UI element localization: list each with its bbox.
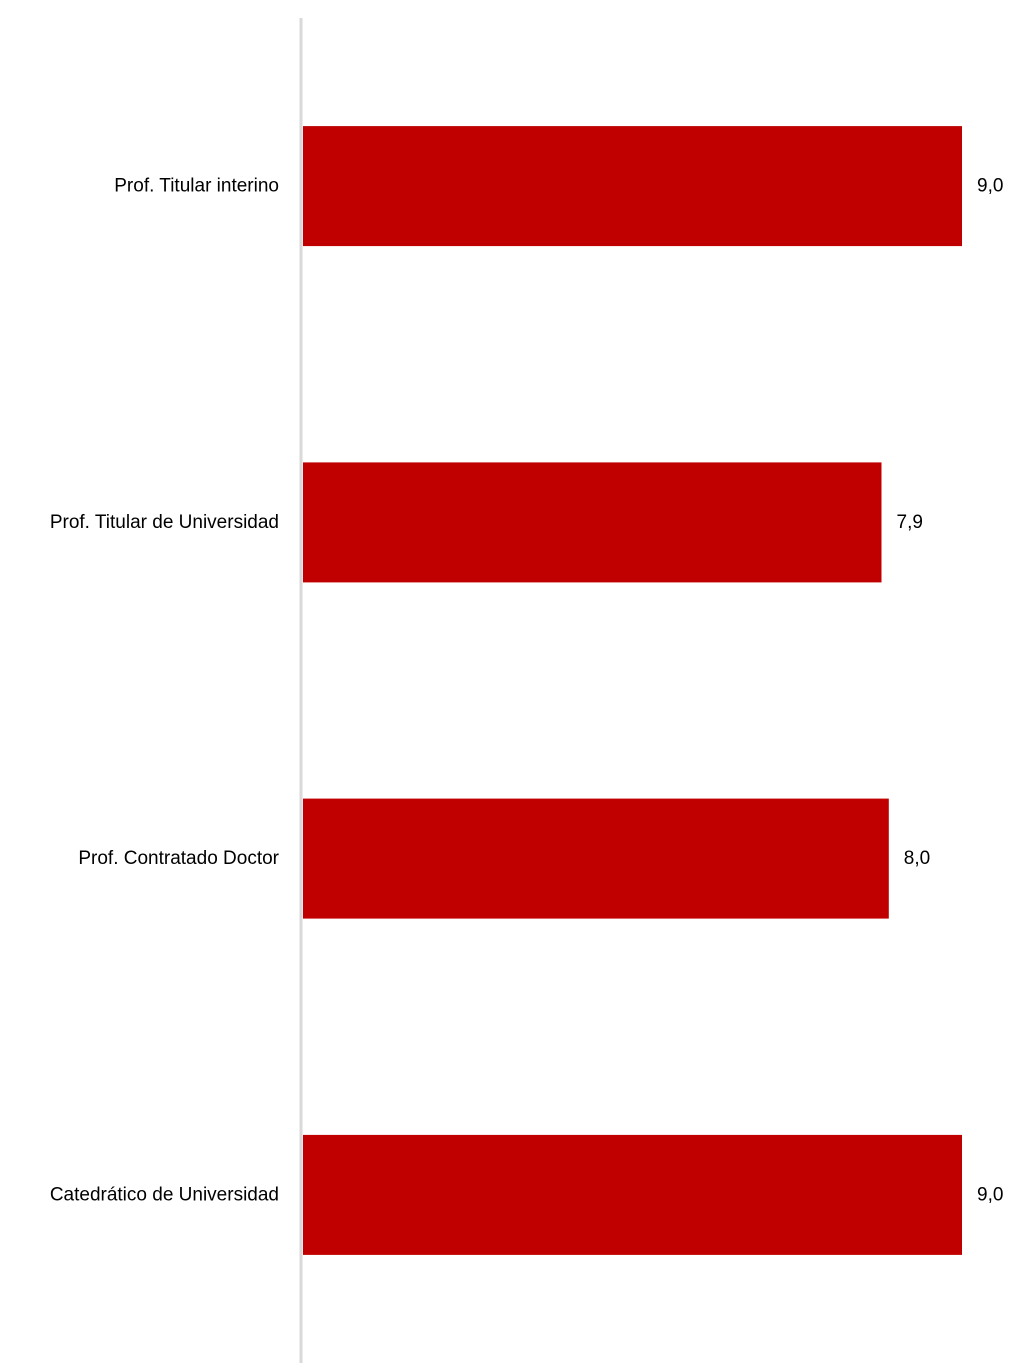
bar bbox=[303, 126, 962, 247]
category-label: Prof. Titular interino bbox=[114, 176, 279, 197]
category-label: Prof. Contratado Doctor bbox=[78, 848, 279, 869]
category-labels: Prof. Titular interino Prof. Titular de U… bbox=[50, 176, 280, 1206]
data-label: 9,0 bbox=[977, 176, 1003, 197]
bar bbox=[303, 462, 882, 583]
data-label: 9,0 bbox=[977, 1184, 1003, 1205]
bar bbox=[303, 1134, 962, 1255]
bars-group bbox=[303, 126, 962, 1255]
data-label: 8,0 bbox=[904, 848, 930, 869]
category-label: Prof. Titular de Universidad bbox=[50, 512, 279, 533]
data-label: 7,9 bbox=[897, 512, 923, 533]
category-label: Catedrático de Universidad bbox=[50, 1184, 279, 1205]
value-labels: 9,0 7,9 8,0 9,0 bbox=[897, 176, 1004, 1206]
bar bbox=[303, 798, 889, 919]
